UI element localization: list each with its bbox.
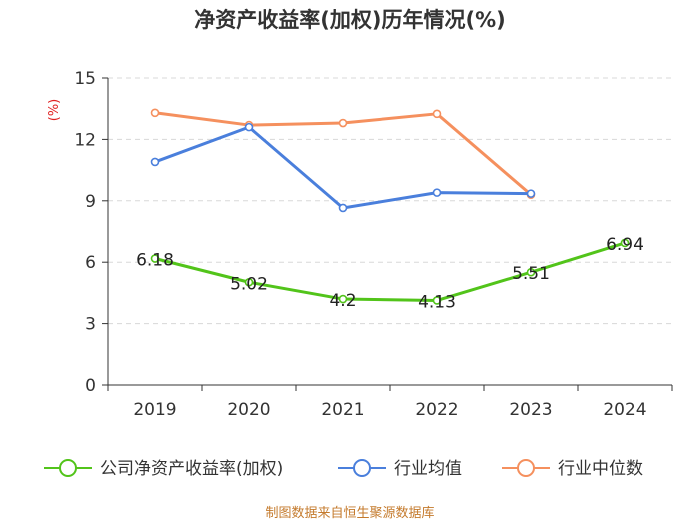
y-tick-label: 9: [85, 192, 96, 212]
data-point: [150, 157, 160, 167]
series-group: [150, 108, 630, 305]
legend-label: 行业均值: [394, 459, 462, 479]
data-label: 5.02: [230, 274, 268, 294]
x-tick-label: 2023: [509, 400, 552, 420]
x-tick-label: 2019: [133, 400, 176, 420]
legend-label: 行业中位数: [558, 459, 643, 479]
source-note: 制图数据来自恒生聚源数据库: [265, 505, 434, 521]
y-tick-label: 6: [85, 253, 96, 273]
data-point: [244, 277, 254, 287]
axes: 0 3 6 9 12 15 2019 2020 2021 2022 2023 2024: [74, 69, 673, 420]
y-tick-label: 0: [85, 376, 96, 396]
x-tick-label: 2024: [603, 400, 646, 420]
legend-marker: [517, 459, 535, 477]
x-tick-label: 2020: [227, 400, 270, 420]
data-point: [338, 118, 348, 128]
data-point: [244, 122, 254, 132]
y-tick-label: 3: [85, 315, 96, 335]
y-tick-label: 15: [74, 69, 96, 89]
data-point: [338, 294, 348, 304]
data-point: [150, 254, 160, 263]
data-point: [338, 203, 348, 213]
data-label: 4.13: [418, 292, 456, 312]
data-point: [620, 238, 630, 248]
legend-label: 公司净资产收益率(加权): [100, 459, 283, 479]
data-point: [150, 108, 160, 118]
y-tick-label: 12: [74, 130, 96, 150]
x-tick-label: 2021: [321, 400, 364, 420]
x-tick-label: 2022: [415, 400, 458, 420]
data-labels: 6.18 5.02 4.2 4.13 5.51 6.94: [136, 235, 644, 313]
chart-title: 净资产收益率(加权)历年情况(%): [194, 8, 505, 32]
data-label: 5.51: [512, 264, 550, 284]
series-line-0: [154, 241, 626, 302]
legend-marker: [353, 459, 371, 477]
legend-marker: [59, 459, 77, 477]
data-label: 4.2: [329, 291, 356, 311]
data-point: [526, 267, 536, 277]
data-point: [526, 189, 536, 198]
data-label: 6.94: [606, 235, 644, 255]
y-axis-unit: (%): [47, 99, 62, 122]
data-point: [432, 109, 442, 119]
data-point: [432, 188, 442, 197]
data-point: [432, 296, 442, 305]
legend: 公司净资产收益率(加权) 行业均值 行业中位数: [44, 459, 643, 479]
data-label: 6.18: [136, 251, 174, 271]
